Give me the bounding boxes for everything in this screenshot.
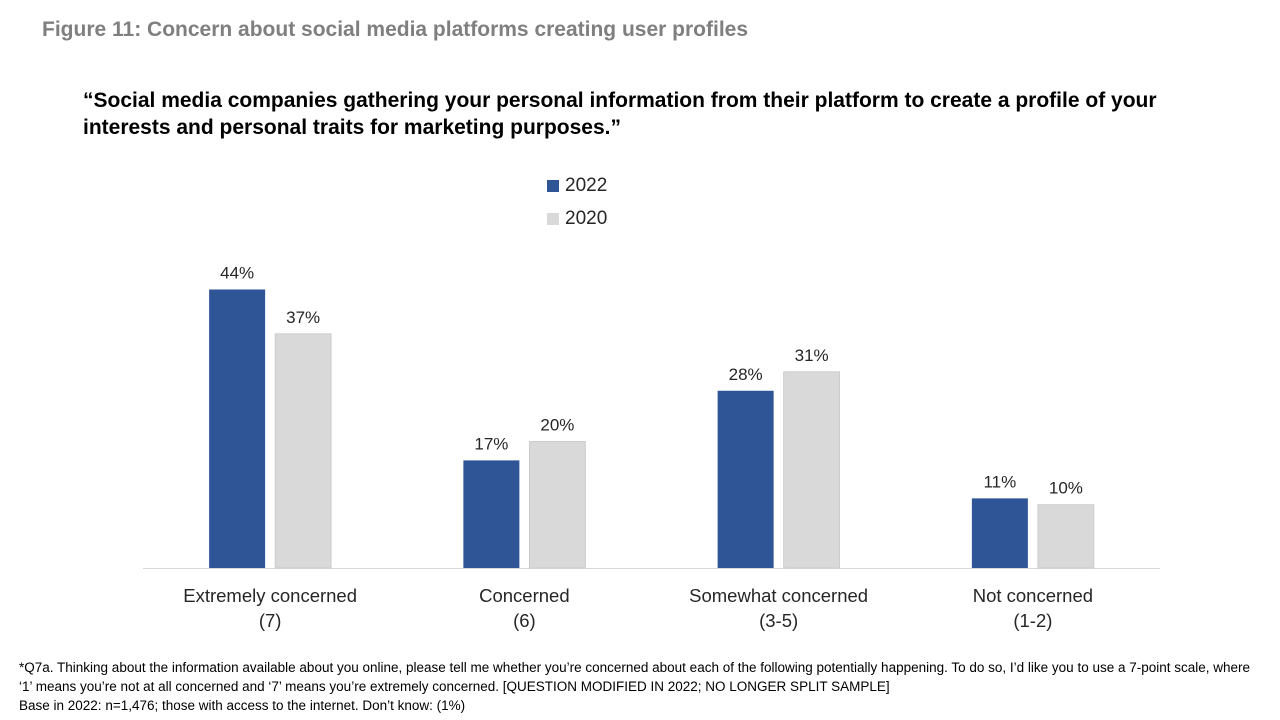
data-label-2020-0: 37% bbox=[286, 308, 320, 327]
footnote: *Q7a. Thinking about the information ava… bbox=[19, 658, 1264, 715]
data-label-2020-1: 20% bbox=[540, 415, 574, 434]
bar-2020-1 bbox=[528, 440, 586, 569]
data-label-2022-2: 28% bbox=[729, 365, 763, 384]
bar-2022-3 bbox=[971, 498, 1028, 568]
chart-title: “Social media companies gathering your p… bbox=[83, 89, 1157, 139]
data-label-2020-3: 10% bbox=[1049, 479, 1083, 498]
legend: 2022 2020 bbox=[547, 169, 607, 235]
bar-2020-0 bbox=[274, 333, 332, 569]
figure-title: Figure 11: Concern about social media pl… bbox=[42, 18, 749, 41]
legend-item-2020: 2020 bbox=[547, 202, 607, 235]
legend-swatch-2022 bbox=[547, 179, 559, 192]
data-label-2022-0: 44% bbox=[220, 263, 254, 282]
legend-item-2022: 2022 bbox=[547, 169, 607, 202]
x-tick-label-1-1: (6) bbox=[513, 610, 536, 631]
footnote-base: Base in 2022: n=1,476; those with access… bbox=[19, 698, 466, 713]
bar-2022-0 bbox=[209, 289, 266, 568]
x-tick-label-0-0: Extremely concerned bbox=[183, 585, 357, 606]
legend-swatch-2020 bbox=[547, 212, 559, 225]
bar-2020-2 bbox=[783, 371, 841, 569]
footnote-question: *Q7a. Thinking about the information ava… bbox=[19, 660, 1251, 694]
bar-2022-2 bbox=[717, 390, 774, 568]
data-label-2022-3: 11% bbox=[983, 472, 1016, 491]
x-tick-label-2-0: Somewhat concerned bbox=[689, 585, 868, 606]
bar-2022-1 bbox=[463, 460, 520, 568]
x-tick-label-0-1: (7) bbox=[259, 610, 282, 631]
x-tick-label-3-0: Not concerned bbox=[973, 585, 1093, 606]
x-tick-label-1-0: Concerned bbox=[479, 585, 570, 606]
x-tick-label-2-1: (3-5) bbox=[759, 610, 798, 631]
data-label-2022-1: 17% bbox=[474, 434, 508, 453]
legend-label-2022: 2022 bbox=[565, 174, 608, 196]
bar-2020-3 bbox=[1037, 504, 1095, 569]
legend-label-2020: 2020 bbox=[565, 207, 608, 229]
x-tick-label-3-1: (1-2) bbox=[1013, 610, 1052, 631]
data-label-2020-2: 31% bbox=[795, 346, 829, 365]
